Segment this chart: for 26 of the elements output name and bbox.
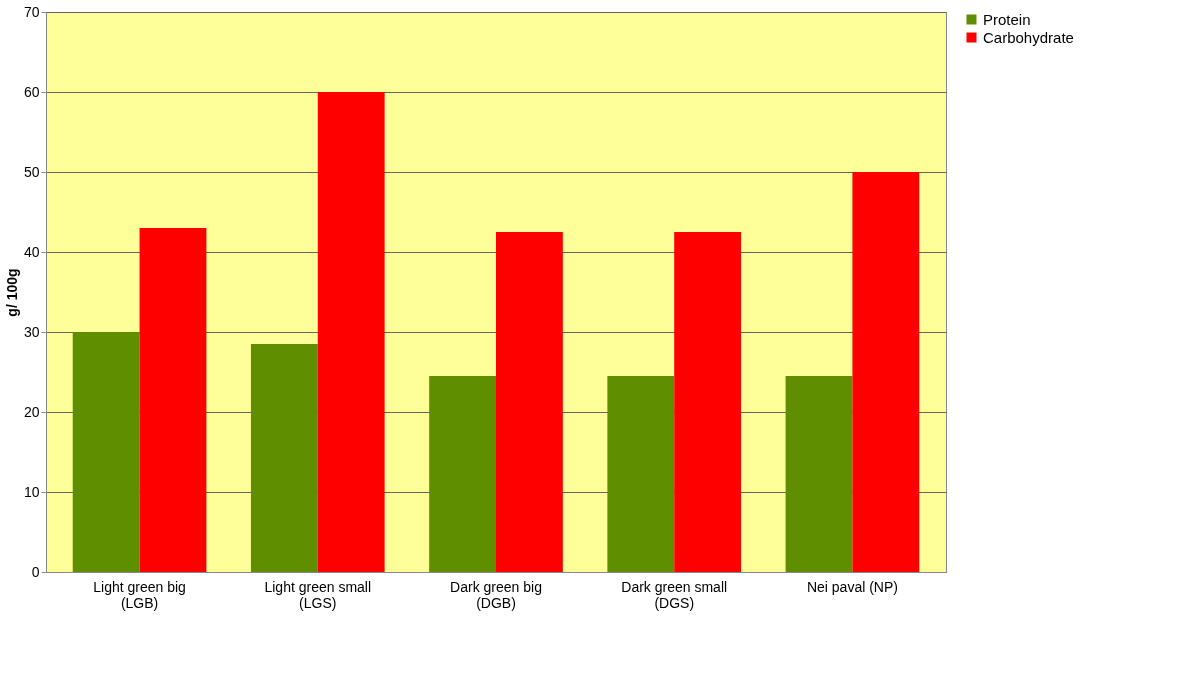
y-tick-label: 10	[23, 483, 40, 500]
bar	[250, 344, 318, 572]
bar	[852, 172, 920, 572]
y-axis-title: g/ 100g	[3, 268, 20, 317]
y-tick-label: 0	[31, 563, 40, 580]
y-tick-label: 30	[23, 323, 40, 340]
bar	[496, 232, 563, 572]
x-tick-label: Light green big (LGB)	[93, 578, 186, 611]
y-tick-label: 20	[23, 403, 40, 420]
bar	[429, 376, 496, 572]
x-tick-label: Nei paval (NP)	[806, 578, 898, 595]
bar	[674, 232, 742, 572]
legend-label: Protein	[983, 10, 1031, 28]
x-tick-label: Dark green big (DGB)	[450, 578, 542, 611]
y-tick-label: 60	[23, 83, 40, 100]
bar	[607, 376, 675, 572]
y-tick-label: 70	[23, 3, 40, 20]
y-tick-label: 50	[23, 163, 40, 180]
legend-label: Carbohydrate	[983, 28, 1074, 46]
bar	[139, 228, 207, 572]
bar	[785, 376, 853, 572]
bar	[72, 332, 140, 572]
x-tick-label: Light green small (LGS)	[264, 578, 372, 611]
x-tick-label: Dark green small (DGS)	[621, 578, 728, 611]
bar	[317, 92, 385, 572]
y-tick-label: 40	[23, 243, 40, 260]
